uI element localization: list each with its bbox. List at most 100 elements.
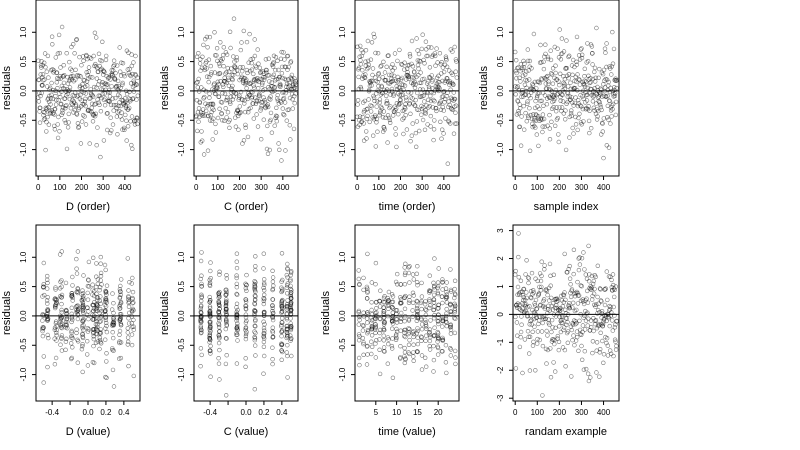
data-point <box>41 260 46 266</box>
data-point <box>40 82 45 88</box>
data-point <box>239 40 244 45</box>
data-point <box>600 323 605 329</box>
data-point <box>74 271 80 276</box>
data-point <box>65 125 71 130</box>
data-point <box>444 57 449 63</box>
data-point <box>270 334 276 340</box>
data-point <box>413 82 418 87</box>
x-tick-label: -0.4 <box>203 408 217 417</box>
data-point <box>402 282 408 287</box>
data-point <box>129 281 135 286</box>
data-point <box>529 317 534 323</box>
data-point <box>412 70 417 75</box>
data-point <box>549 72 555 77</box>
data-point <box>576 293 582 298</box>
data-point <box>207 333 212 338</box>
data-point <box>103 53 109 59</box>
data-point <box>93 101 98 106</box>
data-point <box>588 125 594 131</box>
data-point <box>50 42 55 47</box>
data-point <box>222 118 227 124</box>
data-point <box>92 102 97 107</box>
data-point <box>44 69 49 74</box>
data-point <box>65 81 71 86</box>
x-tick-label: 10 <box>392 408 401 417</box>
data-point <box>81 328 86 333</box>
data-point <box>559 105 565 110</box>
data-point <box>206 102 211 107</box>
data-point <box>360 114 365 120</box>
data-point <box>444 295 450 300</box>
data-point <box>121 71 127 77</box>
data-point <box>282 112 287 118</box>
data-point <box>237 93 242 98</box>
data-point <box>407 326 412 332</box>
data-point <box>70 274 75 280</box>
data-point <box>215 79 221 85</box>
data-point <box>199 65 205 71</box>
data-point <box>248 105 253 111</box>
data-point <box>374 306 379 311</box>
data-point <box>250 94 255 100</box>
data-point <box>127 72 133 78</box>
data-point <box>365 331 370 336</box>
data-point <box>111 384 117 389</box>
data-point <box>436 73 441 79</box>
data-point <box>118 283 123 289</box>
data-point <box>234 309 239 315</box>
data-point <box>440 127 445 132</box>
data-point <box>129 114 135 119</box>
x-tick-label: 400 <box>597 408 611 417</box>
data-point <box>44 298 50 303</box>
data-point <box>75 93 81 98</box>
y-tick-label: -0.5 <box>177 338 186 352</box>
data-point <box>97 298 103 303</box>
data-point <box>427 297 432 302</box>
data-point <box>378 110 383 116</box>
data-point <box>516 65 521 70</box>
data-point <box>584 276 590 281</box>
data-point <box>117 45 122 50</box>
data-point <box>97 310 102 316</box>
data-point <box>227 117 232 123</box>
data-point <box>530 288 536 293</box>
data-point <box>54 80 59 85</box>
data-point <box>415 326 420 331</box>
data-point <box>52 127 58 132</box>
data-points <box>512 231 619 398</box>
data-point <box>261 285 266 290</box>
data-point <box>560 313 565 318</box>
data-point <box>104 283 110 288</box>
data-point <box>110 291 115 296</box>
data-point <box>579 343 584 349</box>
data-point <box>199 352 204 358</box>
data-point <box>270 357 275 362</box>
data-point <box>204 74 210 79</box>
data-point <box>451 82 456 88</box>
x-tick-label: 15 <box>413 408 422 417</box>
data-point <box>234 265 240 271</box>
data-point <box>289 336 294 341</box>
data-point <box>117 302 123 307</box>
data-point <box>599 299 604 304</box>
data-point <box>435 60 440 65</box>
data-point <box>198 364 203 369</box>
data-point <box>587 130 592 136</box>
data-point <box>52 362 58 367</box>
data-point <box>578 103 583 108</box>
data-point <box>67 96 73 102</box>
data-point <box>364 116 370 122</box>
data-point <box>284 302 290 307</box>
data-point <box>369 333 375 338</box>
data-point <box>45 318 50 323</box>
data-point <box>266 104 271 110</box>
data-point <box>521 286 527 292</box>
data-point <box>381 333 386 338</box>
data-point <box>417 80 422 86</box>
data-point <box>261 95 266 100</box>
data-point <box>251 83 256 88</box>
data-point <box>572 294 578 299</box>
data-point <box>424 308 429 313</box>
data-point <box>70 73 76 79</box>
